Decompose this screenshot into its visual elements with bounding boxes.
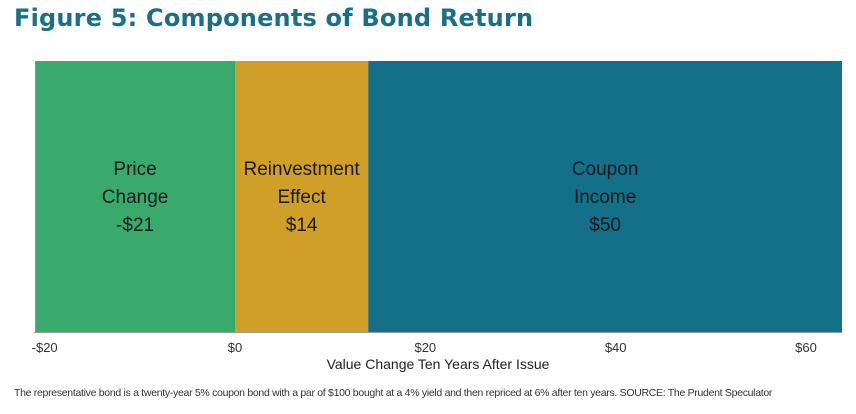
segment-label-2-line-2: $50 [589, 215, 621, 236]
x-tick-label: $60 [795, 340, 817, 355]
chart-title: Figure 5: Components of Bond Return [14, 4, 534, 32]
x-tick-label: -$20 [32, 340, 58, 355]
bar-segment-0 [35, 61, 236, 332]
x-tick-group: -$20 $0 $20 $40 $60 [32, 340, 817, 355]
x-tick-label: $0 [228, 340, 242, 355]
segment-label-0-line-2: -$21 [116, 215, 154, 236]
segment-label-2-line-0: Coupon [572, 159, 639, 180]
segment-label-1-line-1: Effect [277, 187, 326, 208]
x-axis-label: Value Change Ten Years After Issue [327, 356, 550, 372]
segment-label-1-line-0: Reinvestment [244, 159, 361, 180]
segment-label-1-line-2: $14 [286, 215, 318, 236]
x-tick-label: $20 [414, 340, 436, 355]
segment-label-0-line-1: Change [102, 187, 169, 208]
segment-label-0-line-0: Price [113, 159, 156, 180]
x-tick-label: $40 [605, 340, 627, 355]
footnote: The representative bond is a twenty-year… [14, 387, 773, 399]
bar-group [35, 61, 842, 332]
bar-segment-1 [235, 61, 369, 332]
segment-label-2-line-1: Income [574, 187, 636, 208]
bar-segment-2 [368, 61, 842, 332]
segment-label-group: Price Change -$21 Reinvestment Effect $14 Coup… [102, 159, 639, 236]
bond-return-chart: Price Change -$21 Reinvestment Effect $14 Coup… [32, 61, 842, 372]
